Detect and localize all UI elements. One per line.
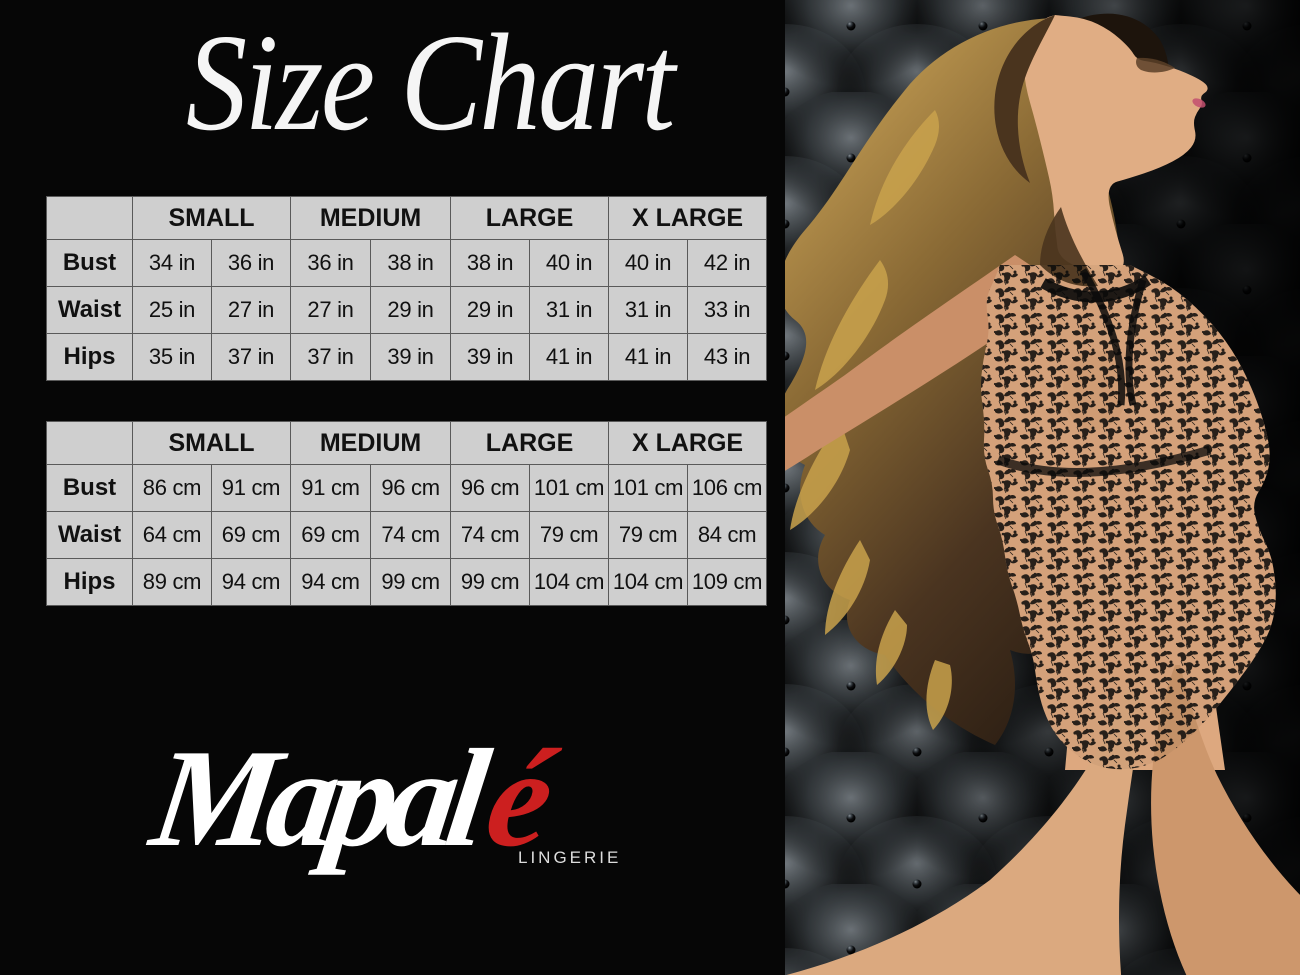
svg-text:Mapal: Mapal: [141, 722, 498, 876]
